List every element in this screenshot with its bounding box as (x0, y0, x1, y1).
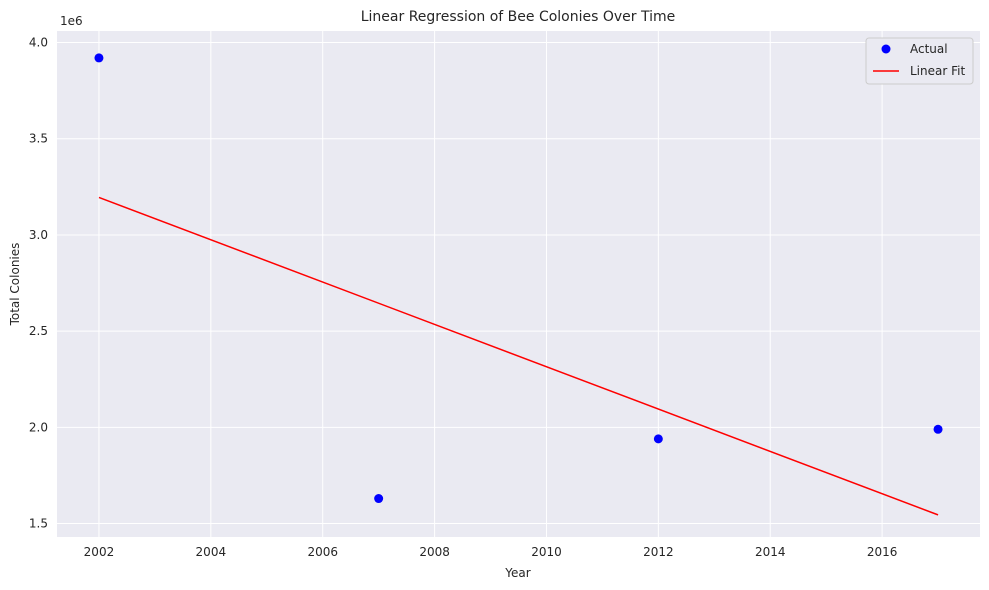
y-tick-label: 4.0 (29, 36, 48, 50)
legend-label-actual: Actual (910, 42, 948, 56)
x-tick-label: 2006 (307, 545, 338, 559)
chart-title: Linear Regression of Bee Colonies Over T… (361, 9, 676, 25)
x-tick-label: 2004 (196, 545, 227, 559)
grid (57, 31, 980, 537)
y-tick-label: 3.0 (29, 228, 48, 242)
x-tick-label: 2012 (643, 545, 674, 559)
x-tick-label: 2014 (755, 545, 786, 559)
y-tick-label: 2.0 (29, 420, 48, 434)
data-point-actual (933, 424, 943, 434)
x-tick-label: 2002 (84, 545, 115, 559)
legend-marker-actual (881, 44, 891, 54)
x-axis-ticks: 2002 2004 2006 2008 2010 2012 2014 2016 (84, 545, 898, 559)
data-point-actual (374, 494, 384, 504)
legend-box (865, 37, 974, 85)
legend-label-linear-fit: Linear Fit (910, 64, 965, 78)
legend: Actual Linear Fit (865, 37, 974, 85)
y-tick-label: 3.5 (29, 132, 48, 146)
x-axis-label: Year (504, 566, 530, 580)
y-tick-label: 2.5 (29, 324, 48, 338)
data-point-actual (653, 434, 663, 444)
y-offset-label: 1e6 (60, 14, 83, 28)
plot-area (57, 31, 980, 537)
x-tick-label: 2016 (867, 545, 898, 559)
y-tick-label: 1.5 (29, 517, 48, 531)
y-axis-label: Total Colonies (8, 243, 22, 327)
data-point-actual (94, 53, 104, 63)
series-layer (94, 53, 943, 516)
x-tick-label: 2010 (531, 545, 562, 559)
series-line-linear-fit (98, 196, 939, 516)
y-axis-ticks: 1.5 2.0 2.5 3.0 3.5 4.0 (29, 36, 48, 531)
x-tick-label: 2008 (419, 545, 450, 559)
